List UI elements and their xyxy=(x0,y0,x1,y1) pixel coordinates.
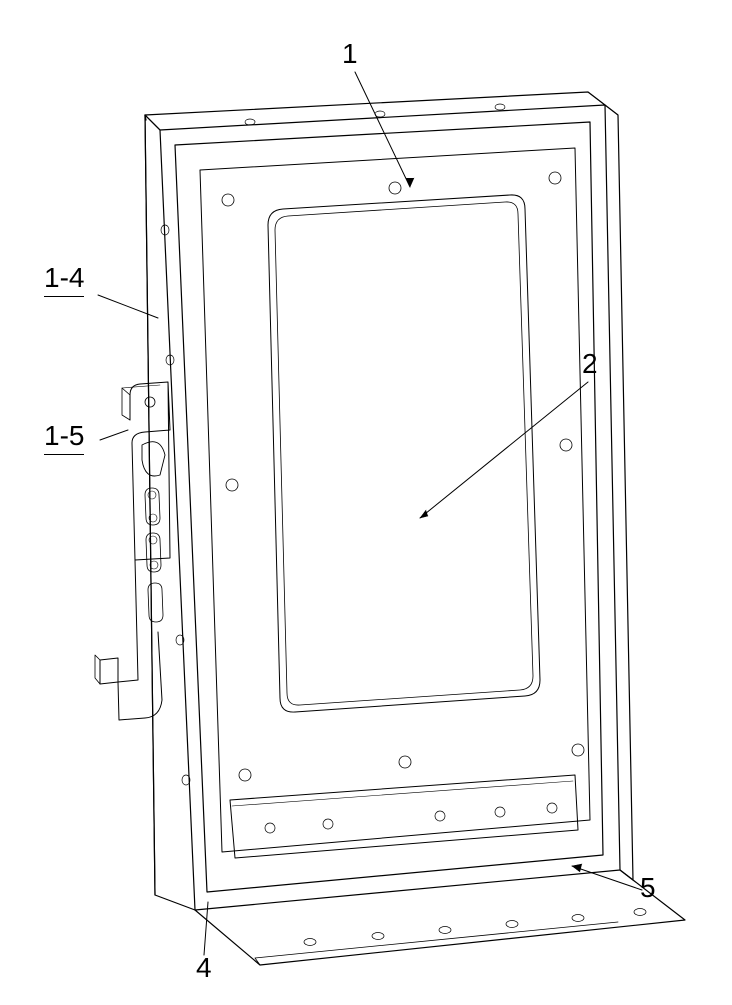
drawing-svg xyxy=(0,0,732,1000)
label-5: 5 xyxy=(640,872,656,904)
label-5-text: 5 xyxy=(640,872,656,903)
label-1-4-text: 1-4 xyxy=(44,262,84,297)
label-4-text: 4 xyxy=(196,952,212,983)
label-2-text: 2 xyxy=(582,348,598,379)
label-1-5: 1-5 xyxy=(44,420,84,455)
label-1: 1 xyxy=(342,38,358,70)
label-1-4: 1-4 xyxy=(44,262,84,297)
label-1-5-text: 1-5 xyxy=(44,420,84,455)
label-2: 2 xyxy=(582,348,598,380)
label-4: 4 xyxy=(196,952,212,984)
label-1-text: 1 xyxy=(342,38,358,69)
technical-diagram: 1 1-4 1-5 2 4 5 xyxy=(0,0,732,1000)
